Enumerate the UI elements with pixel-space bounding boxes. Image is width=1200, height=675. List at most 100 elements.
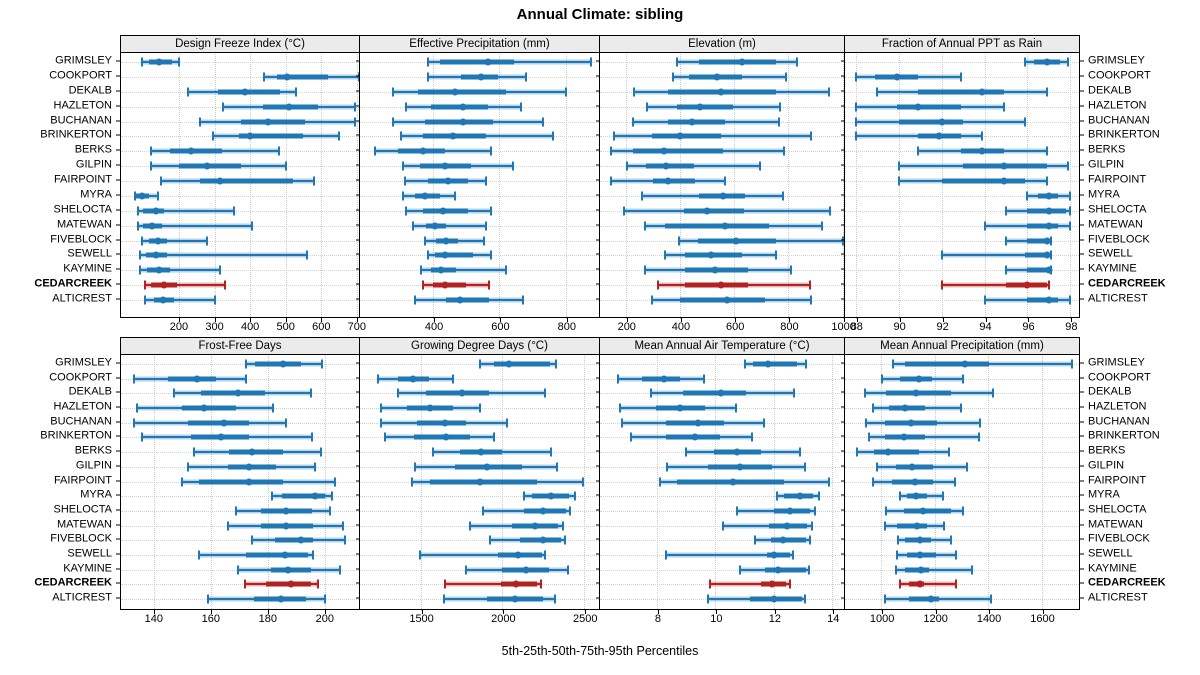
row-tick [596,149,600,151]
gridline [934,356,936,611]
whisker-cap [427,72,430,82]
row-tick [356,164,360,166]
interquartile-band [168,376,217,382]
panel-plot [360,356,599,611]
site-label-left: COOKPORT [49,69,112,82]
axis-tick [500,318,502,322]
gridline [499,54,501,319]
axis-tick-label: 92 [936,321,949,333]
whisker-cap [490,206,493,216]
row-tick [356,362,360,364]
panel-header: Fraction of Annual PPT as Rain [845,36,1079,53]
whisker-cap [392,117,395,126]
row-tick [841,538,845,540]
whisker-cap [524,72,527,82]
whisker-cap [574,491,577,501]
median-dot [441,162,449,170]
row-tick [1080,105,1084,107]
whisker-cap [543,550,546,560]
row-tick [1080,421,1084,423]
gridline [845,481,1079,483]
row-tick [356,179,360,181]
whisker-cap [664,250,667,260]
whisker-cap [377,374,379,384]
median-dot [721,222,729,230]
median-dot [707,251,715,259]
median-dot [893,73,901,81]
site-label-right: MYRA [1088,188,1120,201]
median-dot [431,222,439,230]
row-tick [1080,134,1084,136]
whisker-cap [616,374,619,384]
site-label-left: GRIMSLEY [55,356,112,369]
median-dot [547,492,555,500]
row-tick [841,421,845,423]
row-tick [356,465,360,467]
site-label-left: FIVEBLOCK [50,233,112,245]
interquartile-band [770,537,806,543]
whisker-cap [897,176,900,186]
gridline [881,356,883,611]
site-label-right: KAYMINE [1088,562,1137,575]
panel-plot [845,356,1079,611]
whisker-cap [384,432,387,442]
whisker-cap [569,506,572,516]
axis-tick-label: 500 [276,321,295,333]
median-dot [426,404,434,412]
gridline [845,225,1079,227]
axis-tick-label: 200 [315,613,334,625]
site-label-right: DEKALB [1088,84,1132,97]
whisker-cap [854,131,857,141]
whisker-cap [251,535,254,545]
whisker-cap [896,550,899,560]
median-dot [409,375,417,383]
whisker-cap [762,418,765,428]
site-label-right: BUCHANAN [1088,114,1150,126]
whisker-cap [343,535,346,545]
site-label-left: SEWELL [67,247,112,260]
axis-tick-label: 1500 [409,613,434,625]
row-tick [596,391,600,393]
median-dot [719,192,727,200]
row-tick [841,480,845,481]
whisker-cap [469,521,472,531]
median-dot [285,103,293,111]
whisker-cap [894,565,897,575]
panel-header: Design Freeze Index (°C) [121,36,359,53]
whisker-cap [953,477,956,486]
whisker-cap [522,491,525,501]
median-dot [916,551,924,559]
whisker-cap [400,131,403,141]
whisker-cap [284,161,287,171]
whisker-cap [186,462,189,472]
whisker-cap [841,236,844,245]
median-dot [264,118,272,125]
row-tick [356,224,360,226]
median-dot [1043,58,1051,66]
median-dot [676,404,684,412]
whisker-cap [222,102,225,112]
percentile-whisker [445,583,541,586]
axis-tick [1042,610,1044,614]
row-tick [356,120,360,121]
row-tick [116,120,120,121]
whisker-cap [224,280,227,290]
row-tick [116,164,120,166]
site-label-left: ALTICREST [52,292,112,305]
axis-tick [178,318,180,322]
interquartile-band [651,133,721,139]
gridline [285,54,287,319]
axis-tick-label: 94 [979,321,992,333]
median-dot [1023,281,1031,289]
site-label-left: BRINKERTON [40,429,112,442]
interquartile-band [898,119,964,124]
whisker-cap [211,131,214,141]
row-tick [841,120,845,121]
whisker-cap [277,146,280,156]
whisker-cap [813,506,816,516]
row-tick [596,268,600,270]
median-dot [459,103,467,111]
median-dot [281,551,289,559]
row-tick [356,568,360,570]
panel-mean-annual-air-temperature: Mean Annual Air Temperature (°C) [600,337,845,611]
